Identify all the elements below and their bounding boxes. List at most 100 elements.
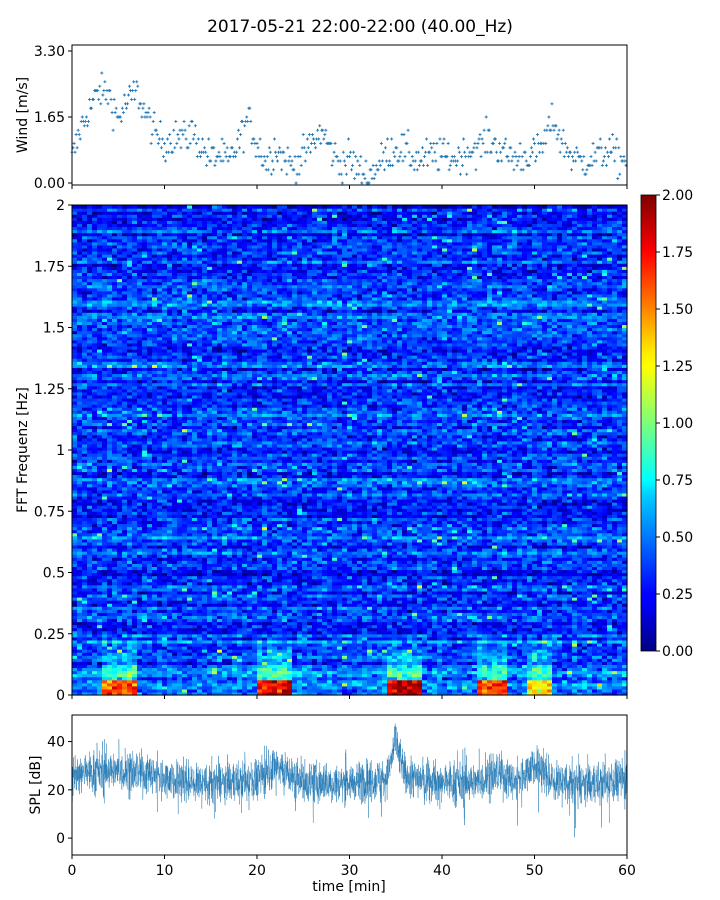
wind-point: [181, 133, 185, 137]
wind-point: [473, 141, 477, 145]
wind-point: [478, 133, 482, 137]
wind-point: [498, 141, 502, 145]
wind-point: [158, 119, 162, 123]
wind-point: [278, 146, 282, 150]
wind-point: [73, 150, 77, 154]
wind-point: [250, 141, 254, 145]
wind-point: [119, 119, 123, 123]
wind-point: [448, 163, 452, 167]
wind-point: [502, 146, 506, 150]
wind-point: [106, 102, 110, 106]
wind-point: [183, 128, 187, 132]
wind-point: [268, 150, 272, 154]
wind-point: [603, 146, 607, 150]
wind-point: [545, 128, 549, 132]
wind-point: [248, 106, 252, 110]
wind-point: [608, 137, 612, 141]
wind-point: [616, 177, 620, 181]
wind-point: [237, 128, 240, 132]
wind-point: [127, 93, 131, 97]
wind-point: [207, 137, 211, 141]
wind-point: [109, 97, 113, 101]
wind-point: [513, 150, 517, 154]
wind-point: [510, 159, 514, 163]
wind-point: [477, 137, 481, 141]
wind-point: [432, 141, 436, 145]
wind-point: [112, 97, 116, 101]
wind-point: [573, 150, 577, 154]
wind-point: [86, 119, 90, 123]
wind-point: [491, 141, 495, 145]
wind-point: [344, 172, 348, 176]
wind-point: [149, 141, 153, 145]
wind-point: [124, 106, 128, 110]
wind-point: [517, 155, 521, 159]
wind-point: [292, 168, 296, 172]
wind-point: [331, 159, 335, 163]
wind-point: [226, 159, 230, 163]
wind-point: [614, 146, 618, 150]
wind-point: [275, 155, 279, 159]
wind-point: [541, 150, 545, 154]
wind-point: [349, 150, 353, 154]
wind-point: [357, 172, 361, 176]
wind-point: [241, 119, 245, 123]
wind-point: [544, 141, 548, 145]
wind-point: [280, 168, 284, 172]
wind-point: [520, 155, 524, 159]
wind-point: [558, 150, 562, 154]
wind-point: [332, 150, 336, 154]
wind-point: [463, 150, 467, 154]
wind-point: [493, 137, 497, 141]
wind-point: [469, 155, 473, 159]
wind-point: [230, 146, 234, 150]
wind-point: [146, 111, 150, 115]
wind-point: [452, 155, 456, 159]
wind-point: [481, 141, 485, 145]
wind-point: [323, 133, 327, 137]
wind-point: [516, 159, 520, 163]
wind-point: [563, 141, 567, 145]
wind-point: [512, 168, 516, 172]
wind-point: [340, 181, 344, 185]
wind-point: [459, 172, 462, 176]
wind-point: [523, 150, 527, 154]
wind-point: [272, 137, 276, 141]
wind-point: [171, 150, 175, 154]
wind-point: [313, 141, 317, 145]
wind-point: [605, 150, 609, 154]
wind-point: [615, 137, 619, 141]
wind-axes-frame: [71, 44, 628, 186]
wind-point: [346, 137, 350, 141]
wind-point: [169, 141, 173, 145]
wind-point: [581, 168, 585, 172]
wind-point: [530, 150, 534, 154]
wind-point: [228, 155, 232, 159]
wind-point: [87, 97, 91, 101]
wind-point: [507, 159, 511, 163]
wind-point: [339, 172, 343, 176]
wind-point: [465, 172, 469, 176]
wind-point: [113, 111, 117, 115]
wind-point: [390, 137, 394, 141]
wind-point: [316, 128, 320, 132]
wind-point: [348, 155, 351, 159]
wind-point: [184, 137, 188, 141]
wind-point: [239, 133, 243, 137]
wind-point: [220, 137, 224, 141]
wind-point: [571, 155, 575, 159]
wind-point: [333, 141, 337, 145]
wind-point: [134, 89, 138, 93]
wind-point: [287, 159, 291, 163]
wind-point: [299, 163, 303, 167]
wind-point: [403, 155, 407, 159]
wind-point: [122, 93, 126, 97]
wind-point: [454, 163, 458, 167]
wind-point: [561, 128, 565, 132]
wind-point: [342, 159, 346, 163]
wind-point: [99, 102, 103, 106]
wind-point: [74, 133, 78, 137]
wind-point: [379, 141, 383, 145]
wind-point: [214, 159, 218, 163]
wind-point: [559, 137, 563, 141]
